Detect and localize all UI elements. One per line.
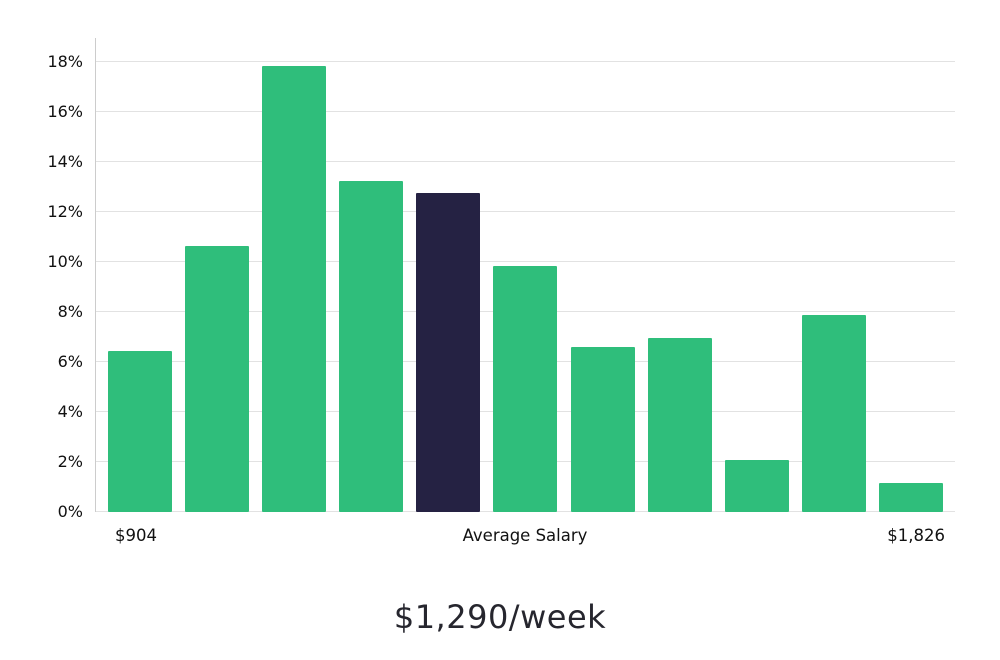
chart-title: $1,290/week [393, 598, 607, 636]
bar-highlighted-average [416, 193, 481, 512]
bar [493, 265, 558, 512]
bar [647, 338, 712, 512]
y-tick-label: 12% [47, 202, 83, 221]
gridline [96, 111, 955, 112]
x-axis-labels: $904 Average Salary $1,826 [95, 522, 955, 552]
gridline [96, 211, 955, 212]
y-tick-label: 6% [57, 352, 83, 371]
bar [262, 65, 327, 512]
x-axis-center-label: Average Salary [462, 526, 588, 545]
y-tick-label: 8% [57, 302, 83, 321]
y-axis-labels: 0% 2% 4% 6% 8% 10% 12% 14% 16% 18% [0, 38, 95, 521]
y-tick-label: 16% [47, 102, 83, 121]
bar [570, 347, 635, 512]
bar [724, 459, 789, 512]
bars-container [96, 38, 955, 512]
bar [185, 245, 250, 512]
y-tick-label: 10% [47, 252, 83, 271]
bar [339, 180, 404, 512]
y-tick-label: 14% [47, 152, 83, 171]
x-axis-min-label: $904 [115, 526, 157, 545]
bar [801, 314, 866, 512]
gridline [96, 261, 955, 262]
gridline [96, 61, 955, 62]
plot-area [95, 38, 955, 512]
y-tick-label: 0% [57, 502, 83, 521]
bar [108, 350, 172, 512]
bar [878, 483, 943, 512]
y-tick-label: 18% [47, 52, 83, 71]
gridline [96, 161, 955, 162]
x-axis-max-label: $1,826 [887, 526, 945, 545]
chart-area: 0% 2% 4% 6% 8% 10% 12% 14% 16% 18% [0, 38, 955, 521]
y-tick-label: 4% [57, 402, 83, 421]
y-tick-label: 2% [57, 452, 83, 471]
